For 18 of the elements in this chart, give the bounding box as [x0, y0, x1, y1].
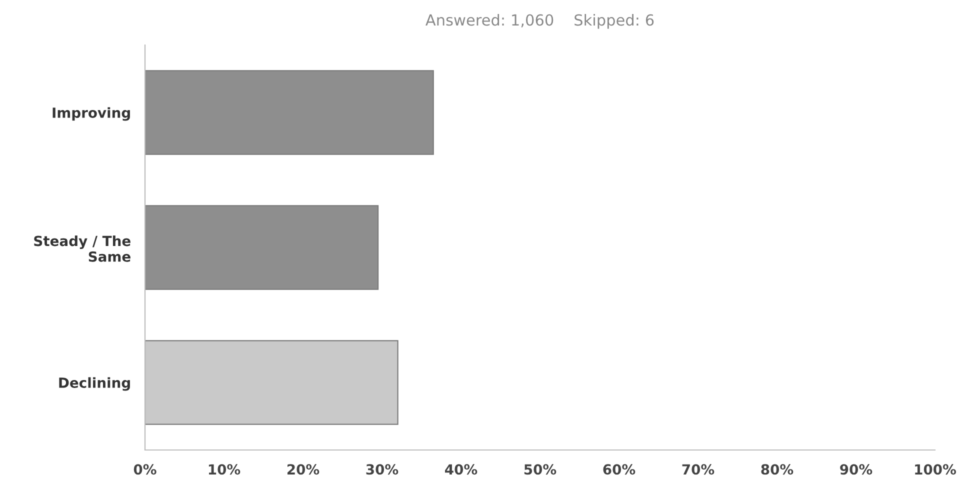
bar: [145, 340, 398, 425]
x-tick-label: 30%: [366, 464, 398, 475]
y-tick-label: Declining: [59, 377, 130, 391]
x-tick-label: 40%: [445, 464, 478, 475]
x-tick-label: 60%: [603, 464, 636, 475]
x-tick-label: 100%: [915, 464, 956, 475]
x-tick-label: 70%: [682, 464, 714, 475]
x-tick-label: 10%: [208, 464, 240, 475]
x-tick-label: 50%: [524, 464, 556, 475]
x-tick-label: 0%: [134, 464, 156, 475]
y-tick-label: Steady / The Same: [34, 235, 130, 262]
bar: [145, 205, 379, 290]
x-tick-label: 90%: [840, 464, 872, 475]
y-tick-label: Improving: [52, 107, 130, 121]
chart-title: Answered: 1,060 Skipped: 6: [426, 14, 654, 29]
x-tick-label: 80%: [761, 464, 794, 475]
x-tick-label: 20%: [287, 464, 320, 475]
bar: [145, 70, 434, 155]
